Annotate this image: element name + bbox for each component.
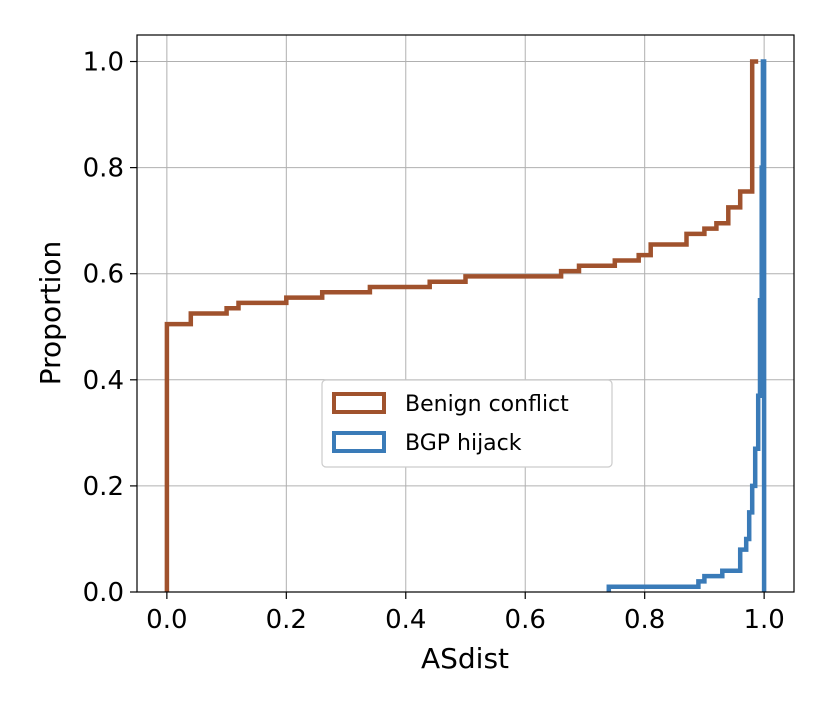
x-tick-label: 0.4 [385,605,426,635]
plot-border [136,34,795,593]
plot-frame [137,35,794,592]
series-line-bgp-hijack [606,59,767,592]
legend-box [321,379,613,468]
legend-swatch-benign-conflict [332,392,386,414]
y-tick-label: 0.6 [83,260,124,290]
x-axis-title: ASdist [421,642,509,675]
y-tick-label: 0.8 [83,154,124,184]
y-tick-label: 0.0 [83,578,124,608]
legend-label-bgp-hijack: BGP hijack [405,431,522,456]
x-tick-label: 0.2 [266,605,307,635]
series-layer [164,59,767,592]
y-axis-title: Proportion [34,241,67,385]
legend-swatch-bgp-hijack [332,431,386,453]
legend: Benign conflict BGP hijack [321,379,613,468]
x-tick-label: 1.0 [743,605,784,635]
legend-label-benign-conflict: Benign conflict [405,392,569,417]
ticks-layer: 0.0 0.2 0.4 0.6 0.8 1.0 0.0 0.2 0.4 0.6 0.8 1.0 [83,48,785,635]
x-tick-label: 0.6 [505,605,546,635]
x-tick-label: 0.0 [146,605,187,635]
y-tick-label: 0.4 [83,366,124,396]
series-line-benign-conflict [164,59,759,592]
y-tick-label: 0.2 [83,472,124,502]
x-tick-label: 0.8 [624,605,665,635]
y-tick-label: 1.0 [83,48,124,78]
